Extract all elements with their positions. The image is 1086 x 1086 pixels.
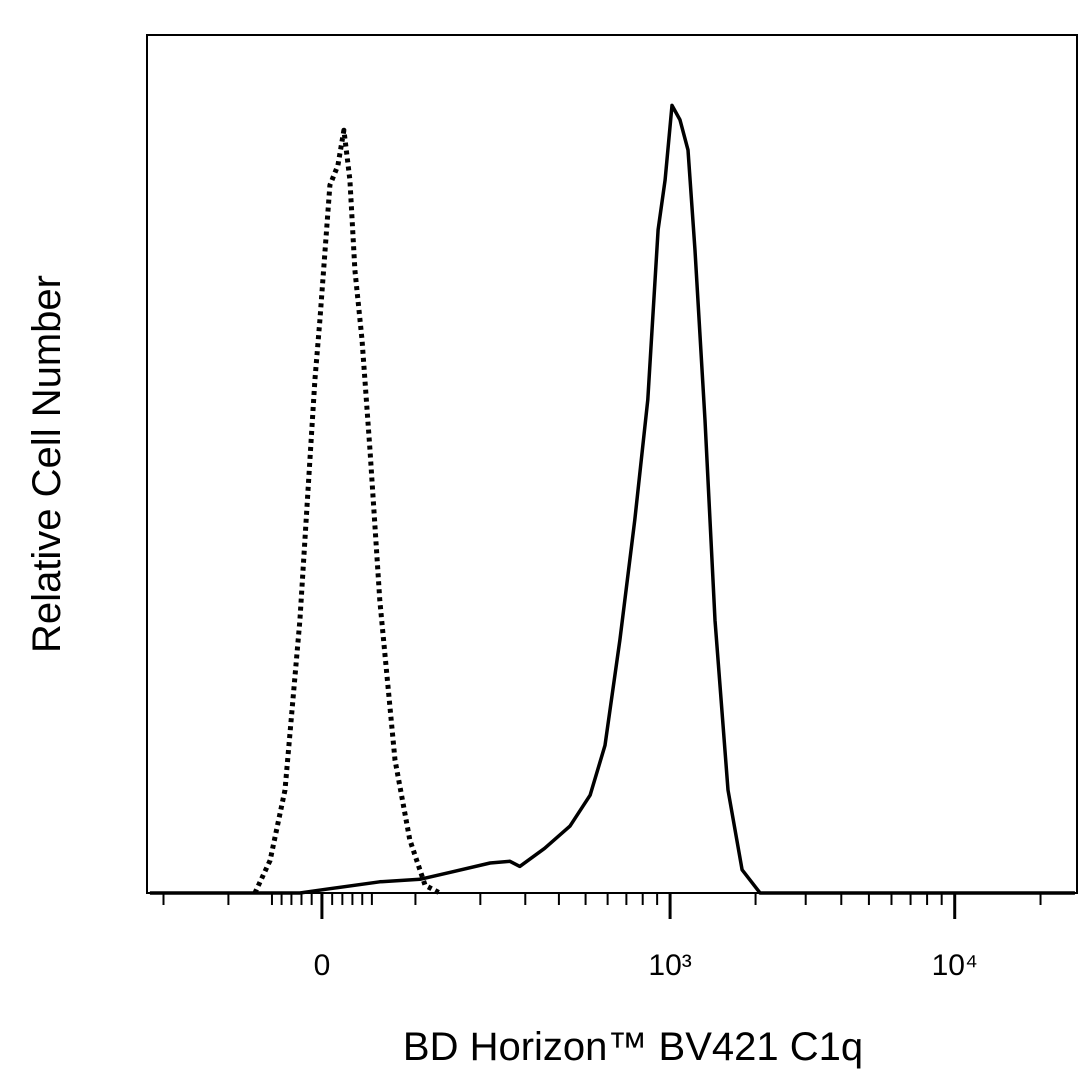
histogram-line — [149, 103, 1075, 895]
y-axis-label: Relative Cell Number — [25, 275, 69, 653]
x-tick-label: 0 — [314, 949, 331, 982]
x-tick-label: 10³ — [648, 949, 691, 982]
histogram-line — [252, 127, 441, 896]
x-axis-label: BD Horizon™ BV421 C1q — [403, 1025, 863, 1069]
plot-frame — [146, 34, 1078, 894]
x-tick-label: 10⁴ — [932, 949, 978, 982]
